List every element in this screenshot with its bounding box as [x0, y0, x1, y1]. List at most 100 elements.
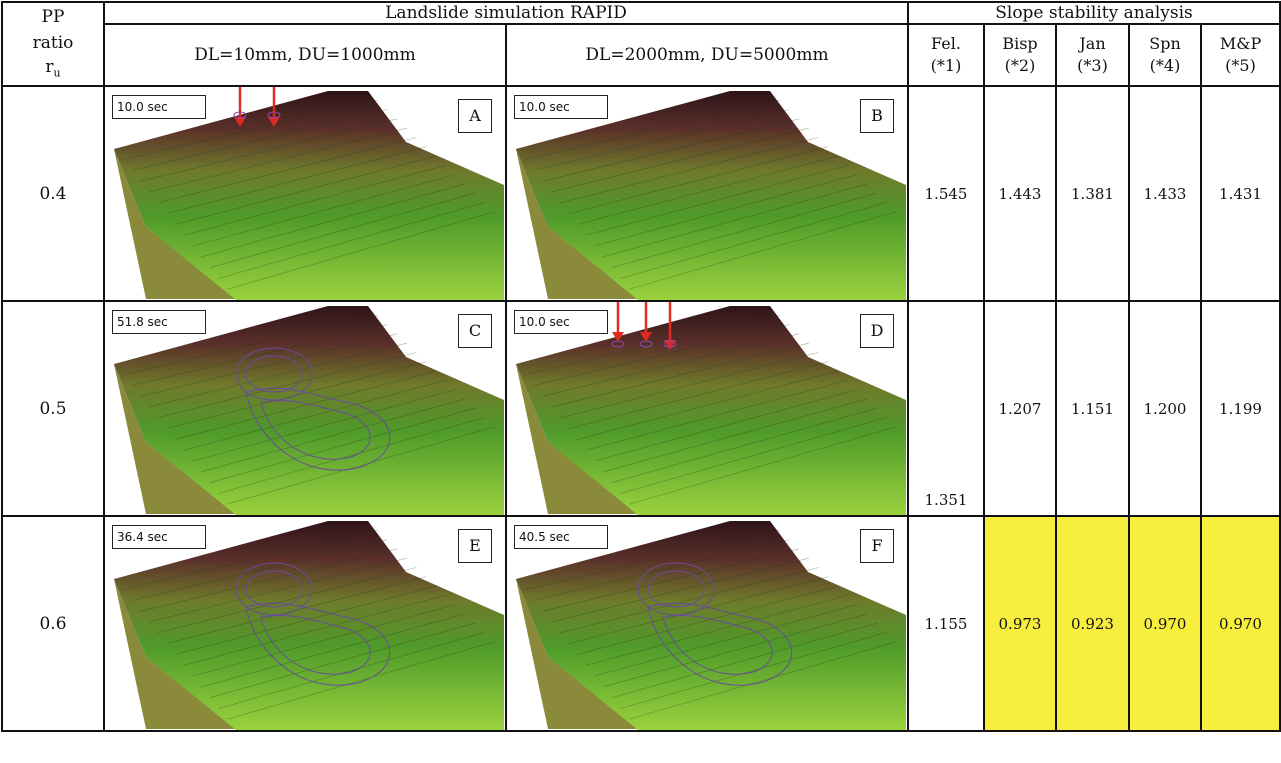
mesh-line	[148, 127, 407, 193]
terrain-image	[515, 521, 906, 730]
value-cell: 1.431	[1199, 85, 1281, 302]
landslide-contour	[637, 562, 793, 686]
landslide-contour	[235, 347, 391, 471]
mesh-line	[524, 529, 780, 591]
panel-letter: C	[458, 314, 492, 348]
header-text: r	[45, 57, 54, 77]
time-label: 10.0 sec	[514, 310, 608, 334]
mesh-line	[209, 622, 475, 698]
header-text: ru	[3, 57, 103, 79]
header-cell: Slope stability analysis	[906, 1, 1281, 25]
mesh-line	[629, 426, 897, 505]
panel-letter: D	[860, 314, 894, 348]
terrain-shadow	[516, 149, 638, 299]
mesh-line	[559, 567, 819, 634]
mesh-line	[183, 594, 446, 666]
header-text: PP	[41, 7, 65, 27]
time-label: 40.5 sec	[514, 525, 608, 549]
panel-letter: A	[458, 99, 492, 133]
mesh-line	[174, 370, 437, 440]
mesh-line	[157, 567, 417, 634]
header-text: (*5)	[1225, 56, 1256, 75]
mesh-line	[201, 183, 466, 258]
mesh-line	[585, 379, 848, 451]
header-text: (*1)	[930, 56, 962, 75]
mesh-line	[209, 407, 475, 483]
mesh-line	[201, 613, 466, 688]
header-text: M&P	[1219, 34, 1262, 53]
mesh-line	[218, 417, 485, 494]
ru-cell: 0.6	[1, 515, 105, 732]
header-text: Spn	[1149, 34, 1181, 53]
simulation-panel: 10.0 sec D	[508, 302, 906, 515]
mesh-line	[201, 398, 466, 473]
mesh-line	[576, 155, 839, 225]
arrow	[640, 302, 652, 342]
panel-cell: 51.8 sec C	[103, 300, 507, 517]
mesh-line	[550, 557, 809, 623]
header-text: u	[53, 66, 61, 80]
header-cell: M&P (*5)	[1199, 23, 1281, 87]
mesh-line	[174, 155, 437, 225]
terrain-shadow	[114, 149, 236, 299]
mesh-line	[166, 146, 427, 215]
pp-header: PP ratio ru	[1, 1, 105, 87]
header-text: (*2)	[1004, 56, 1036, 75]
mesh-line	[174, 585, 437, 655]
header-cell: Bisp (*2)	[983, 23, 1057, 87]
terrain-shadow	[516, 579, 638, 729]
value-cell: 1.433	[1128, 85, 1202, 302]
panel-cell: 10.0 sec B	[505, 85, 909, 302]
mesh-line	[533, 324, 790, 386]
value-cell: 0.970	[1199, 515, 1281, 732]
mesh-line	[131, 324, 388, 386]
mesh-line	[131, 539, 388, 601]
mesh-line	[122, 99, 378, 161]
value-cell: 1.199	[1199, 300, 1281, 517]
value-cell: 1.155	[907, 515, 985, 732]
landslide-contour	[235, 562, 391, 686]
header-cell: DL=2000mm, DU=5000mm	[505, 23, 909, 87]
mesh-line	[227, 426, 495, 505]
terrain-image	[113, 306, 504, 515]
mesh-line	[542, 118, 800, 182]
header-text: Fel.	[931, 34, 961, 53]
simulation-panel: 51.8 sec C	[106, 302, 504, 515]
terrain-shadow	[114, 579, 236, 729]
mesh-line	[603, 183, 868, 258]
mesh-line	[629, 211, 897, 290]
mesh-line	[131, 109, 388, 171]
mesh-line	[140, 118, 398, 182]
mesh-line	[603, 398, 868, 473]
arrow	[664, 302, 676, 350]
header-text: Bisp	[1002, 34, 1038, 53]
mesh-line	[550, 342, 809, 408]
header-cell: Fel. (*1)	[907, 23, 985, 87]
value-cell: 0.923	[1055, 515, 1130, 732]
mesh-line	[218, 632, 485, 709]
mesh-line	[218, 202, 485, 279]
mesh-line	[611, 192, 877, 268]
mesh-line	[620, 202, 887, 279]
terrain-surface	[516, 306, 906, 515]
simulation-panel: 10.0 sec B	[508, 87, 906, 300]
mesh-line	[148, 342, 407, 408]
terrain-image	[113, 521, 504, 730]
value-cell: 1.351	[907, 300, 985, 517]
time-label: 51.8 sec	[112, 310, 206, 334]
mesh-line	[533, 109, 790, 171]
value-cell: 1.545	[907, 85, 985, 302]
header-cell: DL=10mm, DU=1000mm	[103, 23, 507, 87]
panel-cell: 40.5 sec F	[505, 515, 909, 732]
terrain-surface	[114, 521, 504, 730]
time-label: 10.0 sec	[514, 95, 608, 119]
value-cell: 1.443	[983, 85, 1057, 302]
time-label: 10.0 sec	[112, 95, 206, 119]
ru-cell: 0.4	[1, 85, 105, 302]
mesh-line	[594, 389, 858, 462]
mesh-line	[542, 333, 800, 397]
landslide-contour	[233, 111, 281, 119]
mesh-line	[533, 539, 790, 601]
header-cell: Landslide simulation RAPID	[103, 1, 909, 25]
mesh-line	[550, 127, 809, 193]
